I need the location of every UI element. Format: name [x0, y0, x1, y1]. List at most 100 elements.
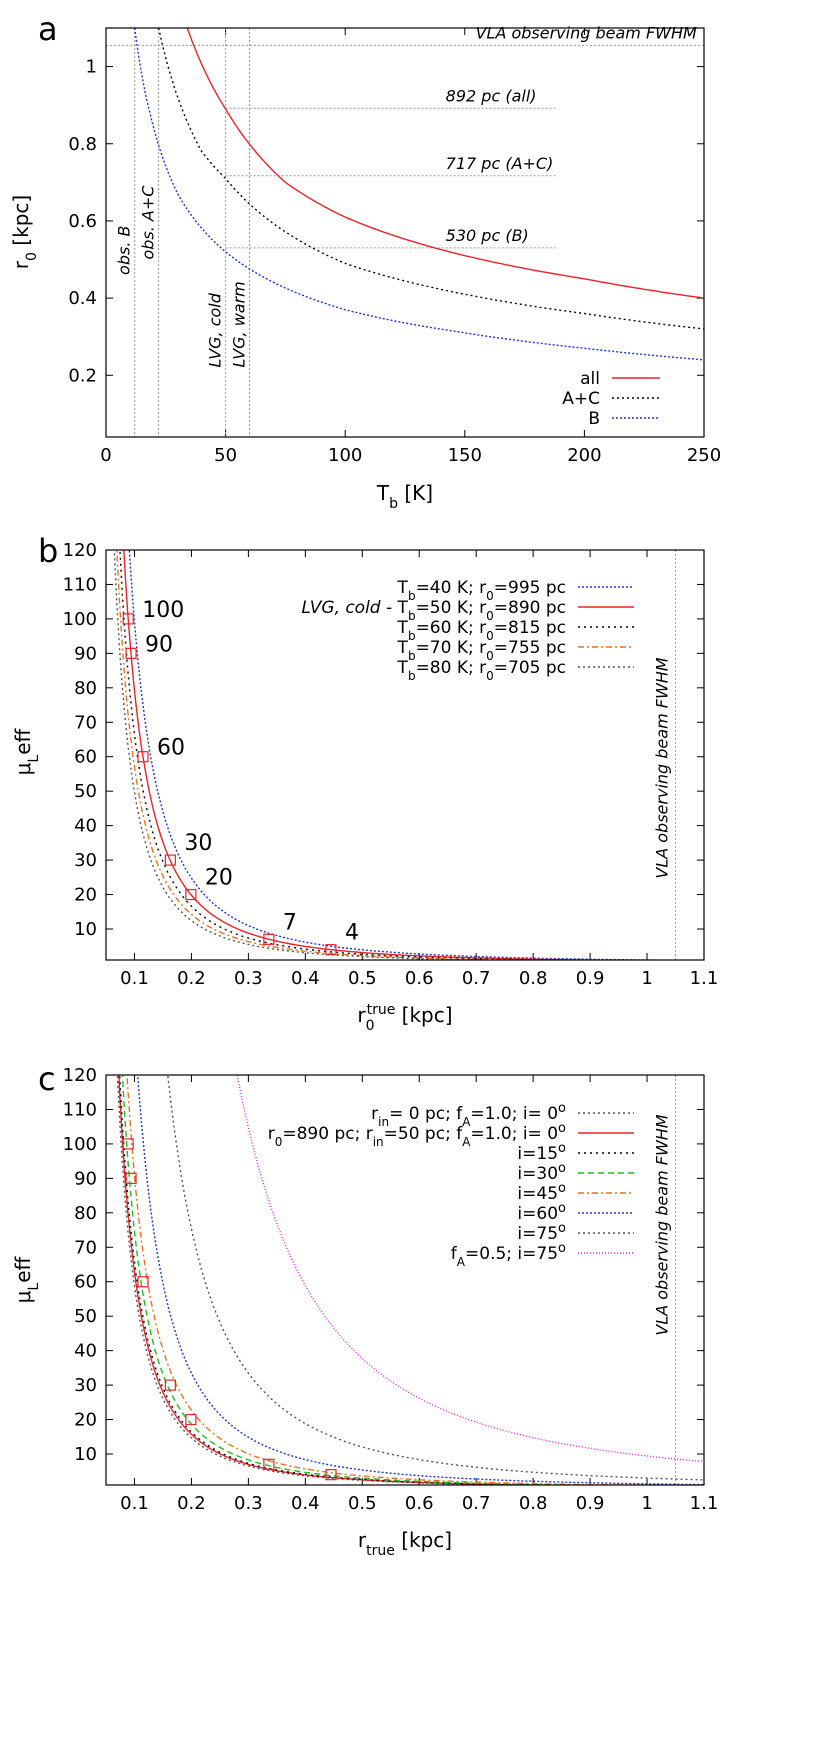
text-span: [kpc] — [395, 1003, 452, 1027]
text-span: r — [358, 1528, 367, 1552]
text-span: L — [26, 1283, 42, 1291]
marker-label: 100 — [142, 598, 184, 623]
legend-entry: Tb=40 K; r0=995 pc — [397, 578, 566, 603]
legend-entry: Tb=60 K; r0=815 pc — [397, 618, 566, 643]
x-tick-label: 0.6 — [405, 1493, 434, 1514]
text-span: r — [268, 1124, 275, 1144]
x-tick-label: 0.3 — [234, 968, 263, 989]
y-tick-label: 90 — [74, 1168, 97, 1189]
text-span: o — [558, 1101, 566, 1116]
text-span: true — [366, 1543, 395, 1559]
text-span: 0 — [486, 629, 494, 643]
text-span: o — [558, 1221, 566, 1236]
panel-c-chart: c 0.1 0.2 0.3 0.4 0.5 0.6 0.7 0.8 0.9 1 1.1 10 20 30 40… — [11, 1060, 718, 1559]
plot-frame — [105, 27, 705, 438]
x-tick-label: 0.9 — [576, 968, 605, 989]
text-span: =890 pc; r — [282, 1124, 372, 1144]
y-tick-label: 120 — [63, 540, 97, 561]
y-tick-label: 100 — [63, 1134, 97, 1155]
panel-label: c — [38, 1060, 56, 1098]
text-span: 0 — [275, 1135, 283, 1149]
text-span: =50 K; r — [416, 598, 487, 618]
text-span: f — [451, 1244, 458, 1264]
series-line — [157, 28, 704, 330]
marker-label: 4 — [345, 921, 359, 946]
plot-frame — [105, 549, 705, 961]
text-span: i=60 — [517, 1204, 558, 1224]
series-line — [123, 550, 650, 960]
text-span: 0 — [24, 252, 40, 261]
x-tick-label: 1 — [641, 1493, 652, 1514]
y-tick-label: 80 — [74, 678, 97, 699]
text-span: eff — [11, 727, 35, 754]
series-line — [186, 28, 704, 299]
series-line — [113, 550, 531, 960]
panel-label: b — [38, 532, 58, 570]
text-span: T — [397, 578, 409, 598]
text-span: 0 — [486, 669, 494, 683]
y-tick-label: 50 — [74, 781, 97, 802]
text-span: T — [397, 638, 409, 658]
text-span: A — [457, 1255, 466, 1269]
x-tick-label: 0.1 — [120, 968, 149, 989]
text-span: i=30 — [517, 1164, 558, 1184]
y-tick-label: 40 — [74, 816, 97, 837]
text-span: A — [462, 1135, 471, 1149]
text-span: b — [408, 609, 416, 623]
text-span: o — [558, 1161, 566, 1176]
y-tick-label: 60 — [74, 1272, 97, 1293]
marker-point — [164, 854, 176, 866]
text-span: =70 K; r — [416, 638, 487, 658]
x-tick-label: 0.4 — [291, 968, 320, 989]
text-span: b — [389, 496, 398, 512]
x-tick-label: 0.9 — [576, 1493, 605, 1514]
marker-point — [125, 647, 137, 659]
x-tick-label: 0.4 — [291, 1493, 320, 1514]
hline-label: 530 pc (B) — [446, 226, 529, 245]
text-span: [K] — [398, 481, 433, 505]
vline-label: LVG, cold — [206, 292, 225, 367]
series-line — [134, 28, 704, 361]
series-line — [121, 1075, 634, 1485]
marker-label: 60 — [157, 736, 185, 761]
vline-label: LVG, warm — [230, 281, 249, 367]
x-axis-label: r0true [kpc] — [357, 1002, 452, 1034]
text-span: o — [558, 1121, 566, 1136]
text-span: =1.0; i= 0 — [470, 1104, 558, 1124]
text-span: [kpc] — [395, 1528, 452, 1552]
legend-entry: i=45o — [517, 1181, 566, 1205]
text-span: =50 pc; f — [384, 1124, 464, 1144]
series-line — [118, 1075, 599, 1485]
legend-entry: Tb=70 K; r0=755 pc — [397, 638, 566, 663]
series-line — [137, 1075, 704, 1485]
x-tick-label: 0.8 — [519, 1493, 548, 1514]
text-span: =1.0; i= 0 — [470, 1124, 558, 1144]
y-tick-label: 70 — [74, 1237, 97, 1258]
text-span: =705 pc — [494, 658, 566, 678]
marker-point — [122, 613, 134, 625]
plot-frame — [105, 1074, 705, 1486]
marker-point — [164, 1379, 176, 1391]
x-tick-label: 50 — [214, 445, 237, 466]
marker-label: 7 — [283, 910, 297, 935]
text-span: =40 K; r — [416, 578, 487, 598]
marker-point — [185, 888, 197, 901]
y-axis-label: μLeff — [11, 727, 42, 775]
x-axis-label: Tb [K] — [376, 481, 433, 512]
hline-label: 717 pc (A+C) — [446, 154, 554, 173]
x-tick-label: 1 — [641, 968, 652, 989]
y-tick-label: 90 — [74, 643, 97, 664]
text-span: = 0 pc; f — [389, 1104, 463, 1124]
x-tick-label: 0.3 — [234, 1493, 263, 1514]
text-span: o — [558, 1201, 566, 1216]
legend-entry: fA=0.5; i=75o — [451, 1241, 566, 1270]
text-span: T — [397, 618, 409, 638]
beam-label: VLA observing beam FWHM — [653, 1114, 672, 1335]
legend-entry: rin= 0 pc; fA=1.0; i= 0o — [371, 1101, 566, 1130]
text-span: =80 K; r — [416, 658, 487, 678]
text-span: i=15 — [517, 1144, 558, 1164]
series-line — [119, 550, 601, 960]
y-axis-label: r0 [kpc] — [9, 195, 40, 269]
marker-point — [325, 1469, 337, 1481]
y-tick-label: 50 — [74, 1306, 97, 1327]
